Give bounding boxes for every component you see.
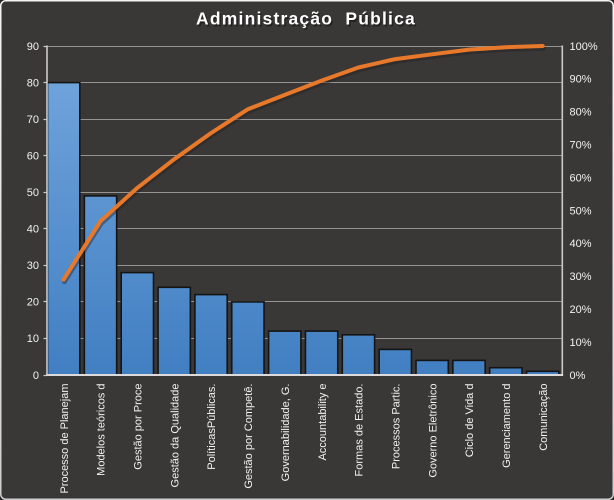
svg-text:Administração Pública: Administração Pública — [198, 10, 418, 30]
svg-text:Governo Eletrônico: Governo Eletrônico — [427, 384, 439, 478]
svg-text:0: 0 — [33, 370, 39, 382]
svg-text:100%: 100% — [570, 41, 598, 53]
svg-text:70: 70 — [27, 114, 39, 126]
svg-text:10: 10 — [27, 333, 39, 345]
svg-text:40%: 40% — [570, 238, 592, 250]
svg-text:Modelos teóricos d: Modelos teóricos d — [96, 384, 108, 476]
svg-text:30%: 30% — [570, 271, 592, 283]
svg-text:Comunicação: Comunicação — [538, 384, 550, 451]
svg-text:10%: 10% — [570, 337, 592, 349]
svg-text:Accountability e: Accountability e — [317, 384, 329, 461]
svg-text:Gestão por Competê.: Gestão por Competê. — [243, 384, 255, 489]
svg-text:80%: 80% — [570, 107, 592, 119]
svg-text:60%: 60% — [570, 172, 592, 184]
svg-text:40: 40 — [27, 224, 39, 236]
svg-text:Formas de Estado.: Formas de Estado. — [354, 384, 366, 477]
svg-text:90%: 90% — [570, 74, 592, 86]
svg-text:Processo de Planejam: Processo de Planejam — [59, 384, 71, 494]
svg-text:50: 50 — [27, 187, 39, 199]
svg-text:Gestão da Qualidade: Gestão da Qualidade — [169, 384, 181, 488]
svg-text:60: 60 — [27, 151, 39, 163]
svg-text:PolíticasPúblicas.: PolíticasPúblicas. — [206, 384, 218, 470]
svg-text:Ciclo de Vida d: Ciclo de Vida d — [464, 384, 476, 458]
svg-text:Governabilidade, G.: Governabilidade, G. — [280, 384, 292, 482]
svg-text:Gerenciamento d: Gerenciamento d — [501, 383, 513, 467]
svg-text:Processos Partic.: Processos Partic. — [391, 384, 403, 470]
svg-text:20%: 20% — [570, 304, 592, 316]
svg-text:Administração Pública: Administração Pública — [196, 9, 416, 29]
svg-text:90: 90 — [27, 41, 39, 53]
svg-text:20: 20 — [27, 297, 39, 309]
svg-text:50%: 50% — [570, 205, 592, 217]
svg-text:70%: 70% — [570, 140, 592, 152]
svg-text:0%: 0% — [570, 370, 586, 382]
svg-text:80: 80 — [27, 77, 39, 89]
svg-text:30: 30 — [27, 260, 39, 272]
svg-text:Gestão por Proce: Gestão por Proce — [133, 384, 145, 470]
